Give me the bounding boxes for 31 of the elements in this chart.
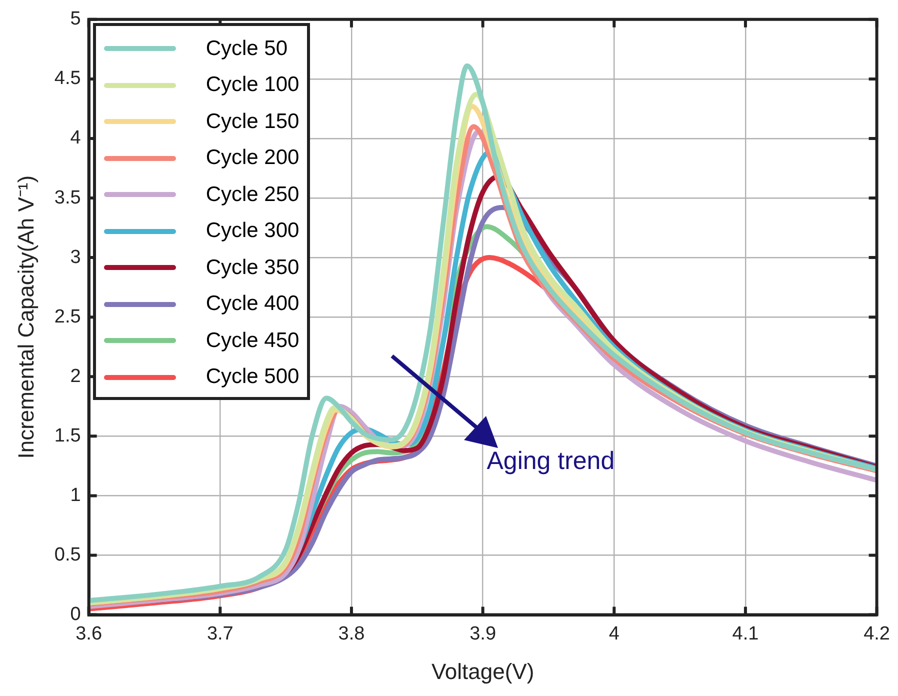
legend-label: Cycle 100 bbox=[206, 73, 300, 98]
x-tick-label: 3.7 bbox=[206, 623, 234, 644]
y-tick-label: 1.5 bbox=[54, 425, 81, 446]
y-tick-label: 0 bbox=[70, 604, 81, 626]
legend-label: Cycle 300 bbox=[206, 219, 300, 244]
legend-label: Cycle 150 bbox=[206, 110, 300, 134]
legend-label: Cycle 450 bbox=[206, 328, 300, 353]
y-tick-label: 1 bbox=[70, 484, 81, 506]
y-tick-label: 2.5 bbox=[54, 306, 81, 328]
x-tick-label: 4.1 bbox=[732, 623, 759, 644]
legend-label: Cycle 200 bbox=[206, 146, 300, 170]
y-tick-label: 3 bbox=[70, 246, 81, 268]
y-tick-label: 4 bbox=[70, 128, 82, 149]
y-tick-label: 4.5 bbox=[54, 68, 81, 90]
x-tick-label: 4 bbox=[608, 623, 620, 644]
legend-label: Cycle 350 bbox=[206, 256, 300, 280]
x-tick-label: 4.2 bbox=[864, 623, 890, 644]
y-tick-label: 2 bbox=[70, 366, 81, 387]
annotation: Aging trend bbox=[486, 446, 615, 476]
y-tick-label: 3.5 bbox=[54, 187, 81, 208]
y-axis-title: Incremental Capacity(Ah V⁻¹) bbox=[13, 175, 38, 459]
x-tick-label: 3.9 bbox=[470, 623, 496, 644]
legend-label: Cycle 400 bbox=[206, 292, 300, 316]
y-tick-label: 5 bbox=[70, 8, 81, 30]
y-tick-label: 0.5 bbox=[54, 544, 81, 566]
x-axis-title: Voltage(V) bbox=[431, 658, 534, 684]
x-tick-label: 3.6 bbox=[76, 623, 102, 644]
x-tick-label: 3.8 bbox=[338, 623, 365, 644]
legend-label: Cycle 500 bbox=[206, 365, 300, 390]
legend-label: Cycle 50 bbox=[206, 36, 288, 61]
legend-label: Cycle 250 bbox=[206, 182, 300, 207]
